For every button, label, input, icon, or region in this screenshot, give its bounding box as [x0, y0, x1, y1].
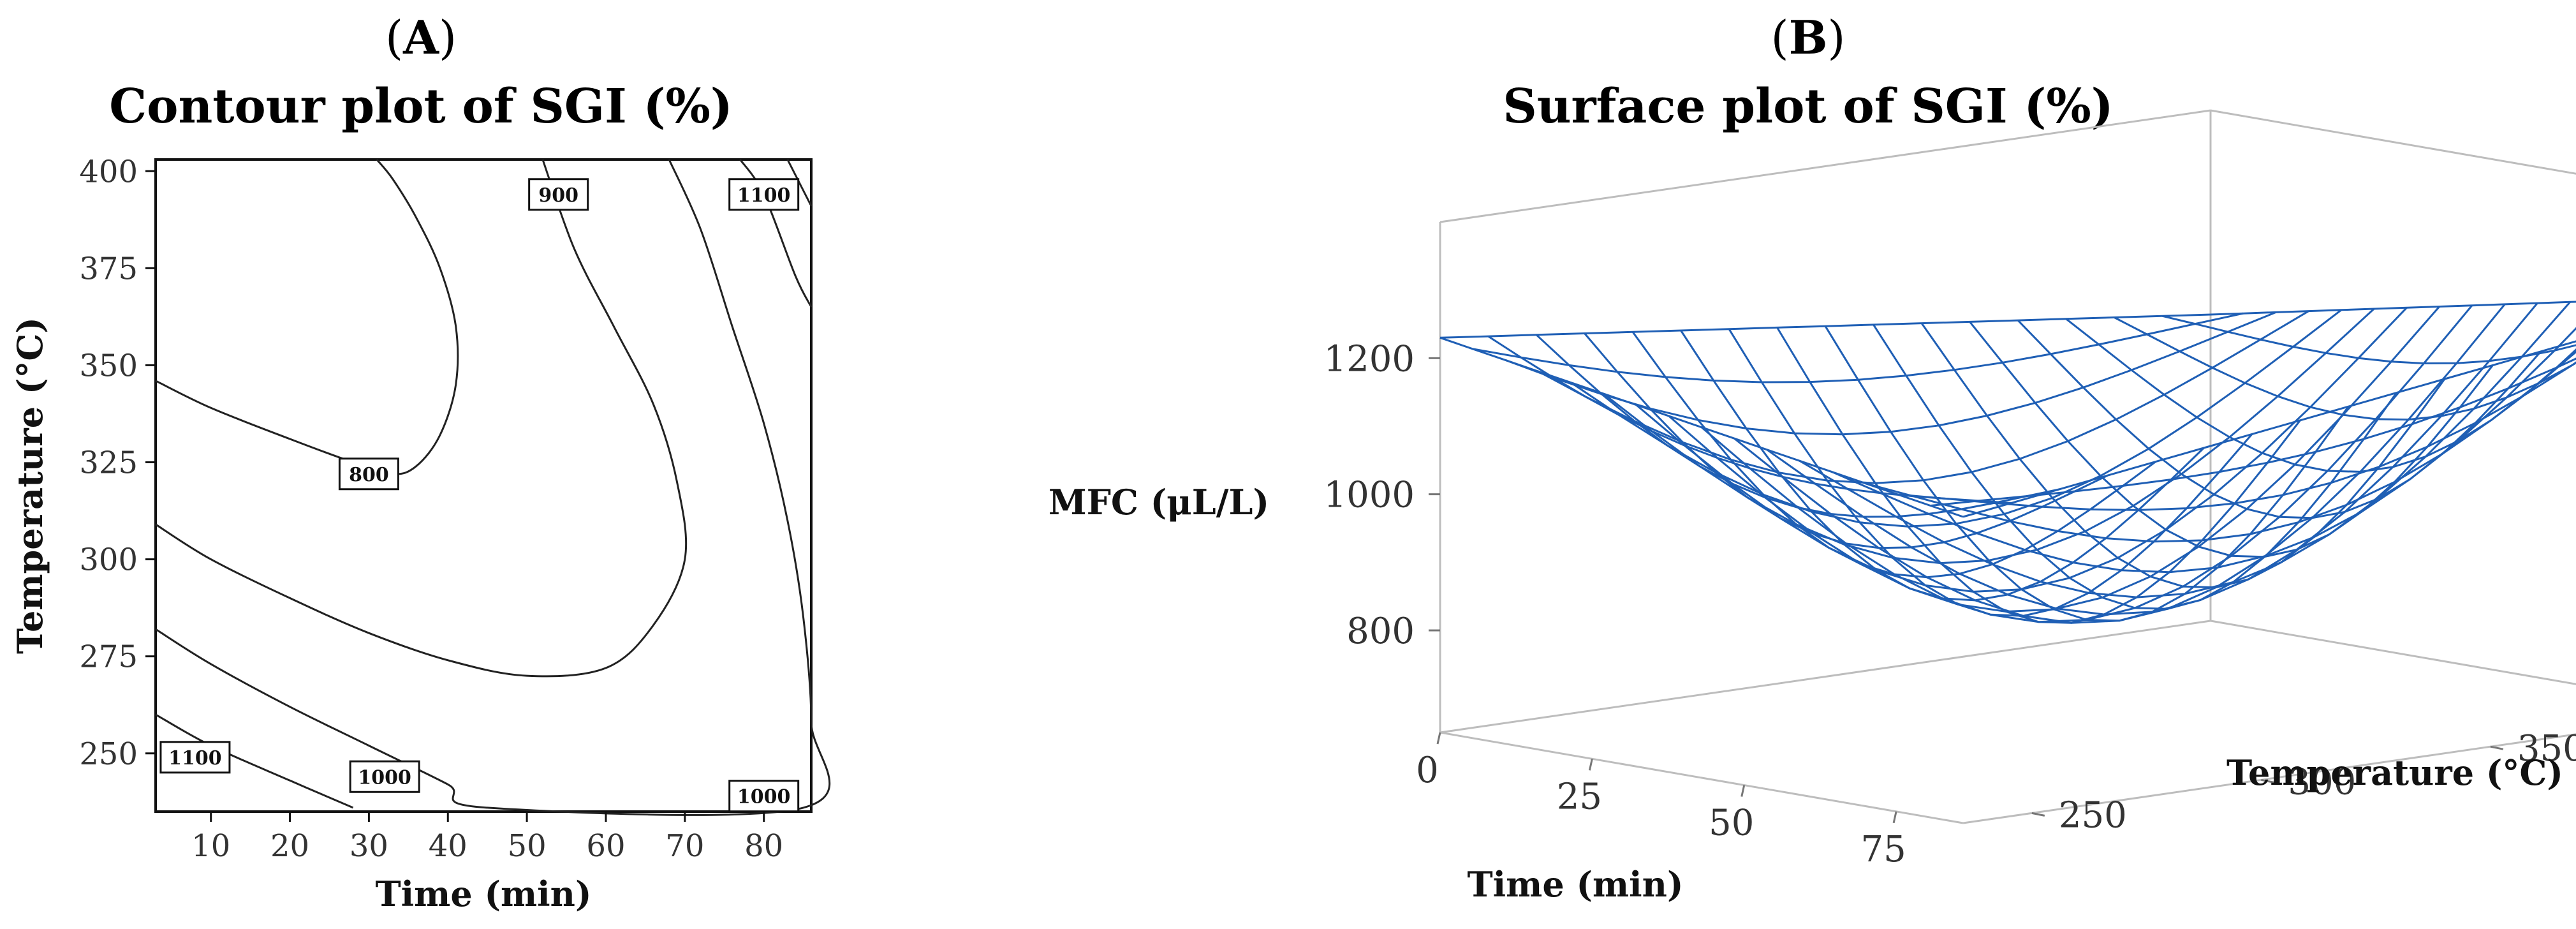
contour-x-axis-title: Time (min) [375, 873, 591, 914]
contour-x-tick-label: 50 [508, 828, 547, 864]
surface-y-tick-label: 250 [2059, 794, 2127, 836]
contour-line-900 [155, 159, 688, 678]
contour-level-label: 900 [528, 178, 589, 211]
surface-y-axis-title: Temperature (°C) [2226, 752, 2563, 793]
contour-level-label: 1000 [728, 780, 800, 813]
surface-x-tick-label: 0 [1416, 750, 1439, 791]
contour-plot-frame [154, 158, 813, 813]
contour-level-label: 1000 [349, 760, 420, 793]
contour-label-box [528, 178, 589, 211]
surface-box-edge [2210, 109, 2576, 175]
surface-x-tick-label: 50 [1709, 803, 1754, 844]
contour-y-tick-label: 350 [79, 348, 138, 383]
surface-mesh-line-temperature [1473, 312, 2244, 383]
surface-mesh-line-temperature [1799, 301, 2571, 598]
surface-mesh-line-temperature [1766, 302, 2538, 616]
contour-label-text: 800 [349, 464, 389, 486]
contour-x-tick-label: 70 [665, 828, 704, 864]
surface-z-axis-title: MFC (μL/L) [1049, 482, 1269, 523]
contour-x-tick-label: 10 [191, 828, 230, 864]
surface-mesh-line-temperature [1505, 311, 2277, 436]
contour-label-text: 1000 [358, 766, 411, 789]
contour-label-box [159, 741, 231, 774]
surface-mesh-line-temperature [1897, 361, 2576, 511]
contour-label-box [349, 760, 420, 793]
surface-z-tick-label: 1000 [1323, 475, 1415, 516]
contour-y-tick-label: 375 [79, 251, 138, 286]
contour-label-box [338, 457, 399, 491]
surface-box-edge [2210, 620, 2576, 685]
surface-y-tick-mark [2031, 812, 2045, 817]
contour-y-tick-label: 325 [79, 445, 138, 481]
contour-level-label: 1100 [728, 178, 800, 211]
panel-a-label: (A) [385, 10, 457, 64]
panel-b-title: Surface plot of SGI (%) [1503, 79, 2113, 134]
panel-b-label: (B) [1770, 10, 1845, 64]
contour-level-label: 1100 [159, 741, 231, 774]
surface-mesh-line-temperature [1635, 307, 2408, 593]
surface-mesh-line-temperature [1538, 310, 2309, 484]
surface-x-tick-mark [1741, 785, 1746, 797]
surface-z-tick-label: 1200 [1323, 338, 1415, 380]
surface-x-axis-title: Time (min) [1467, 864, 1683, 905]
contour-line-1200 [786, 159, 813, 207]
contour-y-tick-label: 250 [79, 736, 138, 772]
contour-x-tick-label: 60 [586, 828, 625, 864]
surface-mesh-line-temperature [1439, 313, 2211, 339]
contour-y-tick-label: 300 [79, 542, 138, 578]
surface-plot: 025507525030035040080010001200 MFC (μL/L… [1049, 109, 2576, 905]
surface-box-edge [1439, 109, 2211, 223]
surface-y-tick-mark [2490, 745, 2504, 750]
contour-x-tick-label: 20 [270, 828, 309, 864]
contour-line-1100 [155, 713, 354, 809]
surface-mesh-line-temperature [1570, 309, 2342, 528]
contour-x-tick-label: 40 [429, 828, 467, 864]
surface-mesh-line-temperature [1603, 308, 2375, 565]
contour-label-box [728, 780, 800, 813]
surface-y-tick-label: 350 [2517, 728, 2576, 769]
panel-a-title: Contour plot of SGI (%) [109, 79, 733, 134]
surface-mesh-line-temperature [1962, 340, 2576, 518]
contour-y-tick-label: 400 [79, 154, 138, 190]
surface-x-tick-mark [1892, 811, 1897, 824]
surface-z-tick-label: 800 [1346, 611, 1415, 652]
contour-label-text: 900 [538, 184, 578, 207]
surface-box-edge [1439, 620, 2211, 734]
contour-label-text: 1100 [737, 184, 791, 207]
contour-y-axis-title: Temperature (°C) [10, 317, 50, 654]
surface-x-tick-label: 75 [1860, 829, 1906, 870]
surface-box-edge [1962, 733, 2576, 824]
surface-mesh-line-temperature [1832, 327, 2576, 574]
contour-label-box [728, 178, 800, 211]
surface-mesh-line-time [2210, 301, 2576, 316]
surface-mesh-line-temperature [1668, 306, 2440, 613]
contour-line-800 [155, 159, 459, 475]
surface-mesh-line-temperature [1701, 304, 2473, 623]
surface-mesh-line-temperature [1930, 357, 2576, 507]
surface-x-tick-mark [1436, 732, 1441, 745]
contour-level-label: 800 [338, 457, 399, 491]
contour-y-tick-label: 275 [79, 639, 138, 675]
surface-x-tick-mark [1588, 758, 1593, 771]
contour-label-text: 1000 [737, 786, 791, 808]
contour-x-tick-label: 30 [350, 828, 388, 864]
contour-plot: 10 20 30 40 50 60 70 80 250 275 300 325 350 375 400 8… [10, 154, 831, 914]
surface-box-edge [1439, 731, 1964, 824]
contour-line-1000 [155, 159, 831, 816]
surface-mesh-line-time [1728, 328, 2253, 617]
surface-mesh-line-temperature [1733, 303, 2506, 624]
surface-mesh-line-temperature [1864, 350, 2576, 543]
contour-x-tick-label: 80 [744, 828, 783, 864]
surface-y-tick-mark [2261, 778, 2274, 784]
contour-label-text: 1100 [168, 747, 222, 769]
surface-x-tick-label: 25 [1557, 776, 1602, 817]
contour-line-1100 [739, 159, 813, 308]
surface-y-tick-label: 300 [2288, 761, 2356, 803]
